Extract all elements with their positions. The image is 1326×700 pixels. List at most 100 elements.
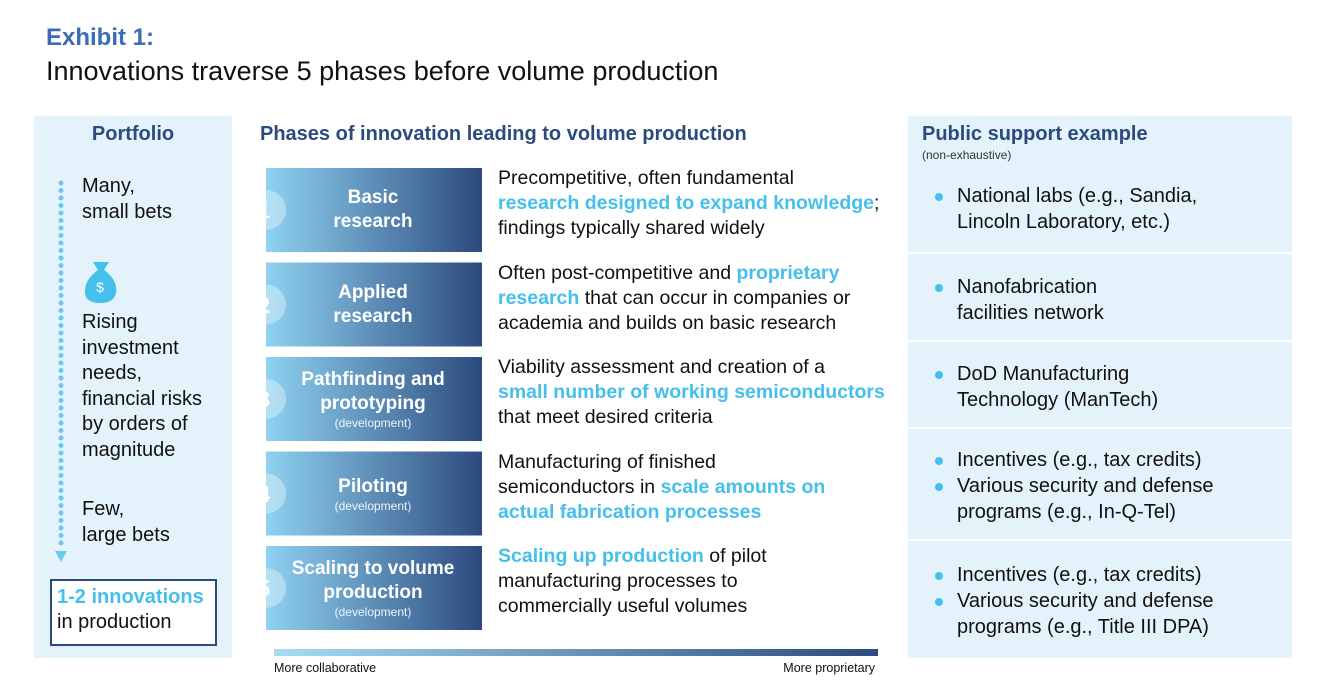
phase-description-line: semiconductors in scale amounts on bbox=[498, 475, 825, 500]
portfolio-text: investment bbox=[82, 336, 179, 359]
bullet-dot bbox=[935, 483, 943, 491]
phase-name-line: Scaling to volume bbox=[291, 558, 455, 579]
phase-name: Piloting (development) bbox=[280, 452, 466, 536]
scale-bar bbox=[274, 649, 878, 656]
description-segment: actual fabrication processes bbox=[498, 500, 762, 523]
description-segment: findings typically shared widely bbox=[498, 217, 765, 239]
phase-box bbox=[266, 357, 482, 441]
phase-name-line: Pathfinding and bbox=[301, 369, 445, 390]
description-segment: Precompetitive, often fundamental bbox=[498, 167, 794, 189]
phase-number-badge bbox=[246, 379, 286, 419]
phase-name-line: Piloting bbox=[338, 475, 408, 497]
description-segment: scale amounts on bbox=[660, 475, 826, 498]
phase-name: Applied research bbox=[280, 263, 466, 347]
description-segment: semiconductors in bbox=[498, 475, 661, 498]
portfolio-text: Few, bbox=[82, 498, 125, 520]
phase-name-line: research bbox=[333, 211, 413, 232]
phase-description-line: Precompetitive, often fundamental bbox=[498, 166, 794, 191]
support-text: Technology (ManTech) bbox=[957, 388, 1159, 411]
bullet-dot bbox=[935, 193, 943, 201]
support-text: National labs (e.g., Sandia, bbox=[957, 185, 1198, 207]
portfolio-text: large bets bbox=[82, 523, 170, 546]
phase-name-line: production bbox=[323, 582, 423, 603]
phase-box bbox=[266, 451, 482, 536]
support-text: Lincoln Laboratory, etc.) bbox=[957, 210, 1171, 233]
portfolio-text: Many, bbox=[82, 175, 135, 197]
description-segment: that can occur in companies or bbox=[579, 286, 851, 309]
phase-name-line: Basic bbox=[347, 187, 399, 208]
phase-name: Basic research bbox=[280, 168, 466, 252]
phase-description-line: that meet desired criteria bbox=[498, 405, 713, 430]
portfolio-panel bbox=[34, 116, 232, 658]
description-segment: academia and builds on basic research bbox=[498, 311, 837, 334]
support-text: Incentives (e.g., tax credits) bbox=[957, 449, 1202, 471]
portfolio-text: magnitude bbox=[82, 438, 176, 461]
scale-left-label: More collaborative bbox=[274, 661, 377, 675]
phase-description-line: commercially useful volumes bbox=[498, 594, 747, 619]
result-box bbox=[50, 579, 217, 646]
bullet-dot bbox=[935, 284, 943, 292]
portfolio-text: Rising bbox=[82, 311, 138, 333]
support-text: Nanofabrication bbox=[957, 276, 1098, 298]
support-text: DoD Manufacturing bbox=[957, 363, 1130, 385]
phase-description-line: Manufacturing of finished bbox=[498, 450, 716, 475]
result-text: in production bbox=[57, 611, 172, 633]
phase-number: 4 bbox=[258, 481, 271, 507]
phase-name: Scaling to volume production (development) bbox=[280, 546, 466, 630]
description-segment: Scaling up production bbox=[498, 545, 704, 567]
portfolio-text: small bets bbox=[82, 200, 173, 223]
phase-box bbox=[266, 262, 482, 347]
phase-number-badge bbox=[246, 284, 286, 325]
description-segment: small number of working semiconductors bbox=[498, 381, 885, 403]
portfolio-title: Portfolio bbox=[91, 123, 175, 145]
scale-right-label: More proprietary bbox=[783, 661, 875, 675]
result-highlight: 1-2 innovations bbox=[57, 586, 204, 608]
description-segment: proprietary bbox=[736, 261, 840, 284]
support-text: Incentives (e.g., tax credits) bbox=[957, 564, 1202, 586]
description-segment: Viability assessment and creation of a bbox=[498, 356, 825, 378]
phase-number-badge bbox=[246, 473, 286, 514]
exhibit-title: Innovations traverse 5 phases before vol… bbox=[46, 56, 719, 86]
portfolio-text: by orders of bbox=[82, 413, 188, 435]
phase-number: 2 bbox=[258, 292, 271, 318]
phase-name: Pathfinding and prototyping (development) bbox=[280, 357, 466, 441]
support-panel bbox=[908, 116, 1292, 658]
phase-number: 5 bbox=[258, 576, 271, 601]
phase-description-line: manufacturing processes to bbox=[498, 569, 738, 594]
bullet-dot bbox=[935, 457, 943, 465]
description-segment: that meet desired criteria bbox=[498, 406, 713, 428]
support-dividers bbox=[908, 252, 1292, 541]
portfolio-text: financial risks bbox=[82, 387, 203, 410]
bullet-dot bbox=[935, 371, 943, 379]
portfolio-text: needs, bbox=[82, 362, 143, 384]
support-text: programs (e.g., In-Q-Tel) bbox=[957, 500, 1176, 523]
support-text: Various security and defense bbox=[957, 475, 1214, 497]
progress-arrow bbox=[55, 551, 67, 562]
description-segment: manufacturing processes to bbox=[498, 570, 738, 592]
description-segment: Manufacturing of finished bbox=[498, 450, 716, 473]
support-text: programs (e.g., Title III DPA) bbox=[957, 615, 1209, 638]
description-segment: Often post-competitive and bbox=[498, 261, 737, 284]
phase-description-line: findings typically shared widely bbox=[498, 216, 765, 241]
phase-description-line: research that can occur in companies or bbox=[498, 286, 850, 311]
phase-number: 3 bbox=[258, 387, 271, 412]
phase-box bbox=[266, 168, 482, 252]
phase-note: (development) bbox=[334, 416, 412, 430]
description-segment: ; bbox=[874, 192, 880, 214]
exhibit-label: Exhibit 1: bbox=[46, 24, 155, 51]
bullet-dot bbox=[935, 572, 943, 580]
bullet-dot bbox=[935, 598, 943, 606]
phases-title: Phases of innovation leading to volume p… bbox=[260, 123, 747, 145]
phase-description-line: small number of working semiconductors bbox=[498, 380, 885, 405]
description-segment: commercially useful volumes bbox=[498, 595, 748, 617]
phase-number-badge bbox=[246, 190, 286, 230]
description-segment: of pilot bbox=[703, 545, 767, 567]
phase-description-line: Scaling up production of pilot bbox=[498, 544, 767, 569]
money-bag-icon: $ bbox=[84, 262, 117, 303]
phase-number-badge bbox=[246, 568, 286, 608]
phase-number: 1 bbox=[258, 198, 271, 223]
support-text: facilities network bbox=[957, 301, 1104, 324]
phase-note: (development) bbox=[334, 605, 412, 619]
description-segment: research bbox=[498, 286, 580, 309]
